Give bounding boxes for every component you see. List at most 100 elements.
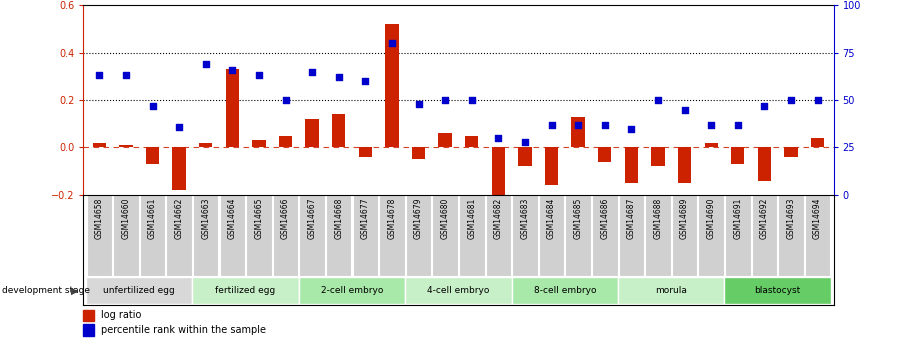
Bar xyxy=(333,114,345,148)
Bar xyxy=(83,309,94,321)
Text: GSM14678: GSM14678 xyxy=(388,197,397,239)
Text: GSM14684: GSM14684 xyxy=(547,197,556,239)
Bar xyxy=(671,195,698,276)
Bar xyxy=(193,195,218,276)
Bar xyxy=(406,195,431,276)
Bar xyxy=(113,195,139,276)
Bar xyxy=(246,195,272,276)
Text: GSM14681: GSM14681 xyxy=(467,197,477,239)
Text: ▶: ▶ xyxy=(72,286,79,296)
Point xyxy=(119,72,133,78)
Bar xyxy=(432,195,458,276)
Bar xyxy=(592,195,618,276)
Point xyxy=(332,75,346,80)
Text: GSM14658: GSM14658 xyxy=(95,197,104,239)
Text: GSM14688: GSM14688 xyxy=(653,197,662,239)
Bar xyxy=(805,195,830,276)
Bar xyxy=(539,195,564,276)
Text: GSM14687: GSM14687 xyxy=(627,197,636,239)
Bar xyxy=(439,133,452,148)
Point xyxy=(172,124,187,129)
Bar xyxy=(120,145,132,148)
Text: GSM14668: GSM14668 xyxy=(334,197,343,239)
Bar xyxy=(405,277,512,304)
Point xyxy=(624,126,639,131)
Bar xyxy=(512,277,618,304)
Point xyxy=(704,122,718,127)
Text: GSM14686: GSM14686 xyxy=(601,197,609,239)
Text: blastocyst: blastocyst xyxy=(755,286,801,295)
Bar xyxy=(619,195,644,276)
Bar xyxy=(486,195,511,276)
Bar xyxy=(305,119,319,148)
Text: fertilized egg: fertilized egg xyxy=(216,286,275,295)
Point xyxy=(358,78,372,84)
Bar xyxy=(380,195,405,276)
Bar xyxy=(385,24,399,148)
Bar xyxy=(459,195,485,276)
Point xyxy=(305,69,320,74)
Bar xyxy=(572,117,584,148)
Bar xyxy=(359,148,372,157)
Bar xyxy=(785,148,797,157)
Text: GSM14689: GSM14689 xyxy=(680,197,689,239)
Point xyxy=(198,61,213,67)
Point xyxy=(597,122,612,127)
Point xyxy=(225,67,239,72)
Bar xyxy=(299,195,325,276)
Text: GSM14664: GSM14664 xyxy=(227,197,236,239)
Bar xyxy=(299,277,405,304)
Bar xyxy=(757,148,771,181)
Text: GSM14694: GSM14694 xyxy=(813,197,822,239)
Point xyxy=(385,40,400,46)
Bar xyxy=(252,140,265,148)
Text: GSM14682: GSM14682 xyxy=(494,197,503,239)
Text: GSM14692: GSM14692 xyxy=(760,197,769,239)
Bar xyxy=(645,195,670,276)
Point xyxy=(145,103,159,108)
Point xyxy=(411,101,426,107)
Text: GSM14677: GSM14677 xyxy=(361,197,370,239)
Point xyxy=(278,97,293,103)
Bar xyxy=(678,148,691,183)
Text: GSM14663: GSM14663 xyxy=(201,197,210,239)
Bar xyxy=(219,195,246,276)
Text: GSM14661: GSM14661 xyxy=(148,197,157,239)
Bar xyxy=(92,143,106,148)
Point xyxy=(517,139,532,145)
Bar xyxy=(518,148,532,167)
Point xyxy=(678,107,692,112)
Bar xyxy=(167,195,192,276)
Point xyxy=(571,122,585,127)
Text: GSM14667: GSM14667 xyxy=(308,197,316,239)
Text: GSM14691: GSM14691 xyxy=(733,197,742,239)
Text: unfertilized egg: unfertilized egg xyxy=(103,286,175,295)
Bar xyxy=(699,195,724,276)
Bar xyxy=(465,136,478,148)
Point xyxy=(730,122,745,127)
Point xyxy=(465,97,479,103)
Text: morula: morula xyxy=(655,286,687,295)
Bar xyxy=(273,195,298,276)
Bar xyxy=(545,148,558,186)
Point xyxy=(810,97,824,103)
Bar xyxy=(625,148,638,183)
Bar xyxy=(412,148,425,159)
Bar xyxy=(778,195,804,276)
Text: 4-cell embryo: 4-cell embryo xyxy=(428,286,489,295)
Text: GSM14683: GSM14683 xyxy=(520,197,529,239)
Bar xyxy=(752,195,777,276)
Bar xyxy=(172,148,186,190)
Bar xyxy=(731,148,745,164)
Bar xyxy=(140,195,165,276)
Point xyxy=(757,103,772,108)
Bar xyxy=(618,277,725,304)
Point xyxy=(491,135,506,141)
Text: GSM14662: GSM14662 xyxy=(175,197,184,239)
Bar xyxy=(512,195,537,276)
Bar xyxy=(87,195,112,276)
Bar xyxy=(705,143,718,148)
Bar xyxy=(651,148,665,167)
Point xyxy=(651,97,665,103)
Text: GSM14666: GSM14666 xyxy=(281,197,290,239)
